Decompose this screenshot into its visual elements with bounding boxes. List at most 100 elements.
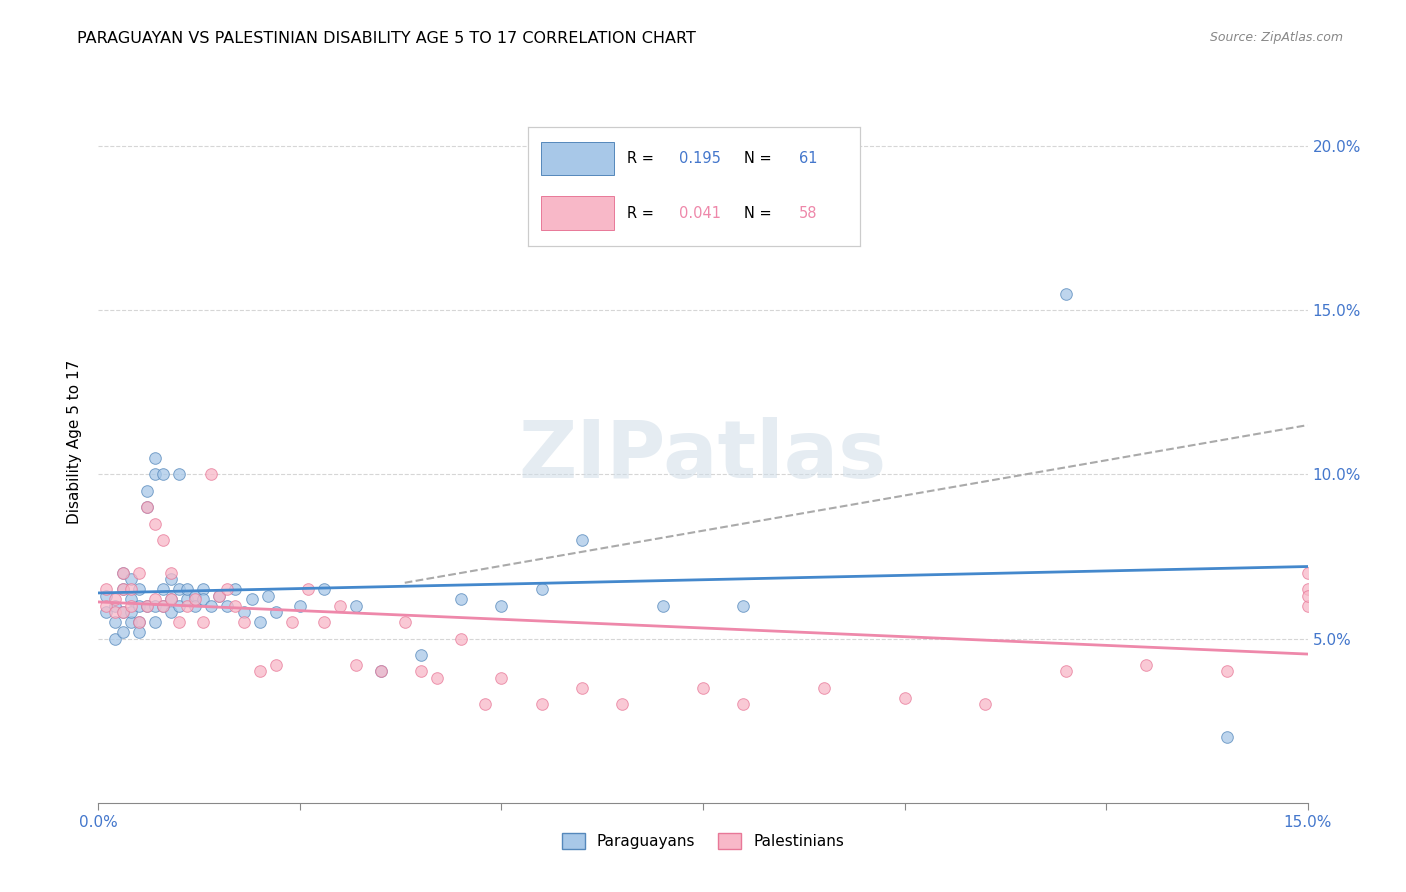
Point <box>344 657 367 672</box>
Point <box>111 566 134 580</box>
Point <box>103 605 125 619</box>
Point <box>111 582 134 597</box>
Point <box>160 566 183 580</box>
Point <box>128 615 150 630</box>
Point <box>135 483 157 498</box>
Point <box>160 592 183 607</box>
Point <box>160 605 183 619</box>
Point <box>143 599 166 613</box>
Point <box>135 599 157 613</box>
Point <box>184 592 207 607</box>
Point <box>571 681 593 695</box>
Point <box>143 592 166 607</box>
Point <box>1296 589 1319 603</box>
Point <box>184 589 207 603</box>
Point <box>264 657 287 672</box>
Text: ZIPatlas: ZIPatlas <box>519 417 887 495</box>
Point <box>370 665 392 679</box>
Point <box>96 605 118 619</box>
Point <box>813 681 835 695</box>
Point <box>152 599 174 613</box>
Point <box>1054 286 1077 301</box>
Point <box>344 599 367 613</box>
Point <box>893 690 915 705</box>
Point <box>409 665 432 679</box>
Point <box>249 665 271 679</box>
Point <box>329 599 352 613</box>
Point <box>152 582 174 597</box>
Point <box>128 582 150 597</box>
Point <box>208 589 231 603</box>
Text: PARAGUAYAN VS PALESTINIAN DISABILITY AGE 5 TO 17 CORRELATION CHART: PARAGUAYAN VS PALESTINIAN DISABILITY AGE… <box>77 31 696 46</box>
Point <box>143 450 166 465</box>
Point <box>193 615 215 630</box>
Point <box>450 632 472 646</box>
Point <box>135 500 157 515</box>
Point <box>152 533 174 547</box>
Point <box>103 632 125 646</box>
Point <box>692 681 714 695</box>
Point <box>143 467 166 482</box>
Point <box>111 605 134 619</box>
Point <box>240 592 263 607</box>
Point <box>120 582 142 597</box>
Point <box>1054 665 1077 679</box>
Point <box>111 605 134 619</box>
Point <box>232 615 254 630</box>
Point <box>208 589 231 603</box>
Legend: Paraguayans, Palestinians: Paraguayans, Palestinians <box>562 833 844 849</box>
Point <box>120 615 142 630</box>
Point <box>370 665 392 679</box>
Point <box>167 467 190 482</box>
Point <box>394 615 416 630</box>
Point <box>128 625 150 640</box>
Point <box>491 599 513 613</box>
Point <box>288 599 311 613</box>
Point <box>135 599 157 613</box>
Point <box>120 592 142 607</box>
Point <box>314 615 336 630</box>
Point <box>232 605 254 619</box>
Point <box>530 582 553 597</box>
Point <box>143 615 166 630</box>
Point <box>103 592 125 607</box>
Point <box>120 605 142 619</box>
Point <box>103 599 125 613</box>
Point <box>152 599 174 613</box>
Point <box>193 582 215 597</box>
Point <box>120 599 142 613</box>
Point <box>176 599 198 613</box>
Point <box>184 599 207 613</box>
Point <box>651 599 673 613</box>
Point <box>450 592 472 607</box>
Point <box>224 582 246 597</box>
Point <box>160 573 183 587</box>
Point <box>128 566 150 580</box>
Point <box>152 467 174 482</box>
Point <box>224 599 246 613</box>
Point <box>111 625 134 640</box>
Text: Source: ZipAtlas.com: Source: ZipAtlas.com <box>1209 31 1343 45</box>
Point <box>612 698 634 712</box>
Point <box>571 533 593 547</box>
Point <box>1216 730 1239 744</box>
Point <box>974 698 997 712</box>
Point <box>491 671 513 685</box>
Point <box>111 566 134 580</box>
Point <box>1296 599 1319 613</box>
Point <box>474 698 496 712</box>
Point <box>96 599 118 613</box>
Point <box>314 582 336 597</box>
Point <box>281 615 304 630</box>
Point <box>264 605 287 619</box>
Point <box>160 592 183 607</box>
Point <box>96 589 118 603</box>
Point <box>651 221 673 235</box>
Point <box>103 615 125 630</box>
Point <box>135 500 157 515</box>
Point <box>256 589 278 603</box>
Point <box>167 582 190 597</box>
Point <box>128 615 150 630</box>
Point <box>200 467 222 482</box>
Point <box>1216 665 1239 679</box>
